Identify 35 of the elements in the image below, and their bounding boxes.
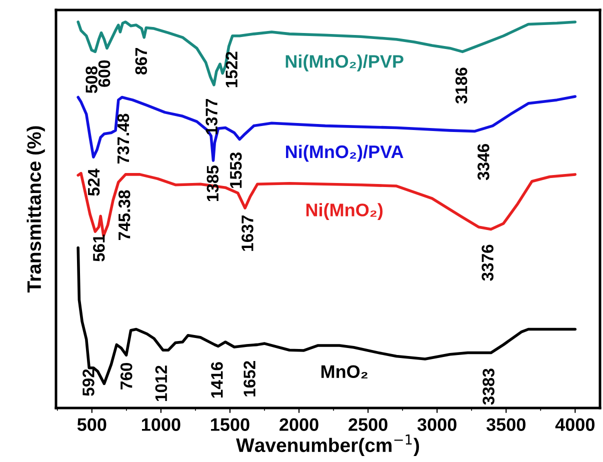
x-tick-label: 500	[77, 418, 106, 431]
x-tick-label: 3000	[417, 418, 456, 432]
annotation: 3376	[482, 244, 494, 281]
series-label: MnO₂	[321, 365, 368, 378]
x-axis-title: Wavenumber(cm$^{−1}$)	[236, 434, 419, 456]
annotation: 737.48	[117, 114, 130, 164]
x-tick-label: 2500	[348, 418, 388, 431]
annotation: 1012	[155, 366, 168, 402]
annotation: 1652	[244, 361, 256, 396]
annotation: 760	[120, 362, 132, 390]
x-tick-label: 1500	[211, 418, 250, 431]
x-tick-label: 2000	[280, 418, 318, 431]
annotation: 600	[98, 60, 110, 87]
annotation: 745.38	[118, 190, 130, 240]
y-axis-title: Transmittance (%)	[26, 126, 45, 293]
series-label: Ni(MnO₂)/PVA	[286, 144, 404, 162]
annotation: 1522	[226, 52, 238, 88]
annotation: 3186	[455, 68, 468, 104]
annotation: 524	[88, 168, 100, 196]
annotation: 1416	[211, 362, 223, 398]
annotation: 561	[92, 234, 105, 262]
annotation: 1553	[230, 152, 242, 188]
annotation: 1385	[206, 165, 219, 202]
annotation: 3383	[482, 368, 494, 405]
annotation: 592	[82, 369, 94, 396]
x-tick-label: 4000	[555, 418, 594, 431]
annotation: 867	[135, 48, 148, 75]
x-tick-label: 1000	[142, 418, 180, 431]
annotation: 1637	[242, 216, 254, 251]
annotation: 508	[86, 66, 98, 94]
series-label: Ni(MnO₂)	[306, 203, 383, 220]
series-label: Ni(MnO₂)/PVP	[286, 54, 404, 72]
annotation: 3346	[478, 144, 490, 180]
annotation: 1377	[206, 98, 218, 134]
x-tick-label: 3500	[486, 418, 526, 432]
